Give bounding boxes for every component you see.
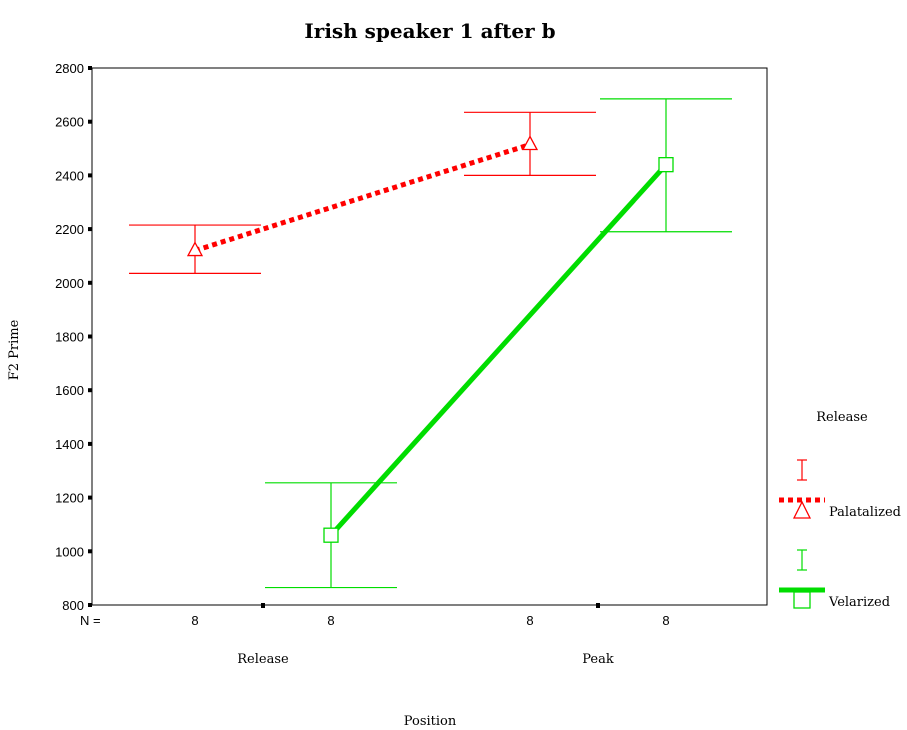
y-tick-mark xyxy=(88,388,92,393)
y-tick-mark xyxy=(88,280,92,285)
x-tick-mark xyxy=(261,603,265,608)
legend-triangle-icon xyxy=(792,500,812,519)
y-tick-label: 1800 xyxy=(55,330,84,345)
n-value: 8 xyxy=(327,613,334,628)
y-tick-label: 1600 xyxy=(55,383,84,398)
series-line xyxy=(329,162,668,537)
series-line xyxy=(194,142,531,253)
legend: Palatalized Velarized xyxy=(779,459,901,610)
y-tick-label: 2400 xyxy=(55,168,84,183)
y-tick-label: 1200 xyxy=(55,491,84,506)
n-value: 8 xyxy=(191,613,198,628)
y-tick-mark xyxy=(88,549,92,554)
data-point xyxy=(521,135,539,151)
y-tick-label: 2600 xyxy=(55,115,84,130)
x-axis: Release Peak xyxy=(237,603,614,667)
y-tick-mark xyxy=(88,66,92,70)
y-tick-mark xyxy=(88,603,92,607)
data-point xyxy=(658,157,674,173)
legend-square-icon xyxy=(793,591,811,609)
y-tick-mark xyxy=(88,441,92,446)
x-category-label: Release xyxy=(237,652,289,667)
chart-title: Irish speaker 1 after b xyxy=(304,19,555,43)
y-tick-label: 1400 xyxy=(55,437,84,452)
y-tick-label: 2200 xyxy=(55,222,84,237)
y-tick-label: 2000 xyxy=(55,276,84,291)
x-axis-label: Position xyxy=(404,714,457,729)
legend-label: Palatalized xyxy=(829,505,901,520)
y-tick-mark xyxy=(88,227,92,232)
data-point xyxy=(186,241,204,257)
y-tick-mark xyxy=(88,173,92,178)
y-tick-label: 2800 xyxy=(55,61,84,76)
y-tick-mark xyxy=(88,119,92,124)
data-point xyxy=(323,527,339,543)
y-tick-mark xyxy=(88,334,92,339)
legend-label: Velarized xyxy=(828,595,890,610)
y-tick-mark xyxy=(88,495,92,500)
x-category-label: Peak xyxy=(582,652,614,667)
series-layer: 8 88 8 xyxy=(129,98,732,628)
y-tick-label: 1000 xyxy=(55,544,84,559)
y-tick-label: 800 xyxy=(62,598,84,613)
n-value: 8 xyxy=(526,613,533,628)
n-value: 8 xyxy=(662,613,669,628)
legend-title: Release xyxy=(816,410,868,425)
y-axis-label: F2 Prime xyxy=(7,319,22,380)
y-axis: 800 1000 1200 1400 1600 1800 2000 2200 2400 2600 2… xyxy=(55,61,92,613)
x-tick-mark xyxy=(596,603,600,608)
n-label: N = xyxy=(80,613,101,628)
